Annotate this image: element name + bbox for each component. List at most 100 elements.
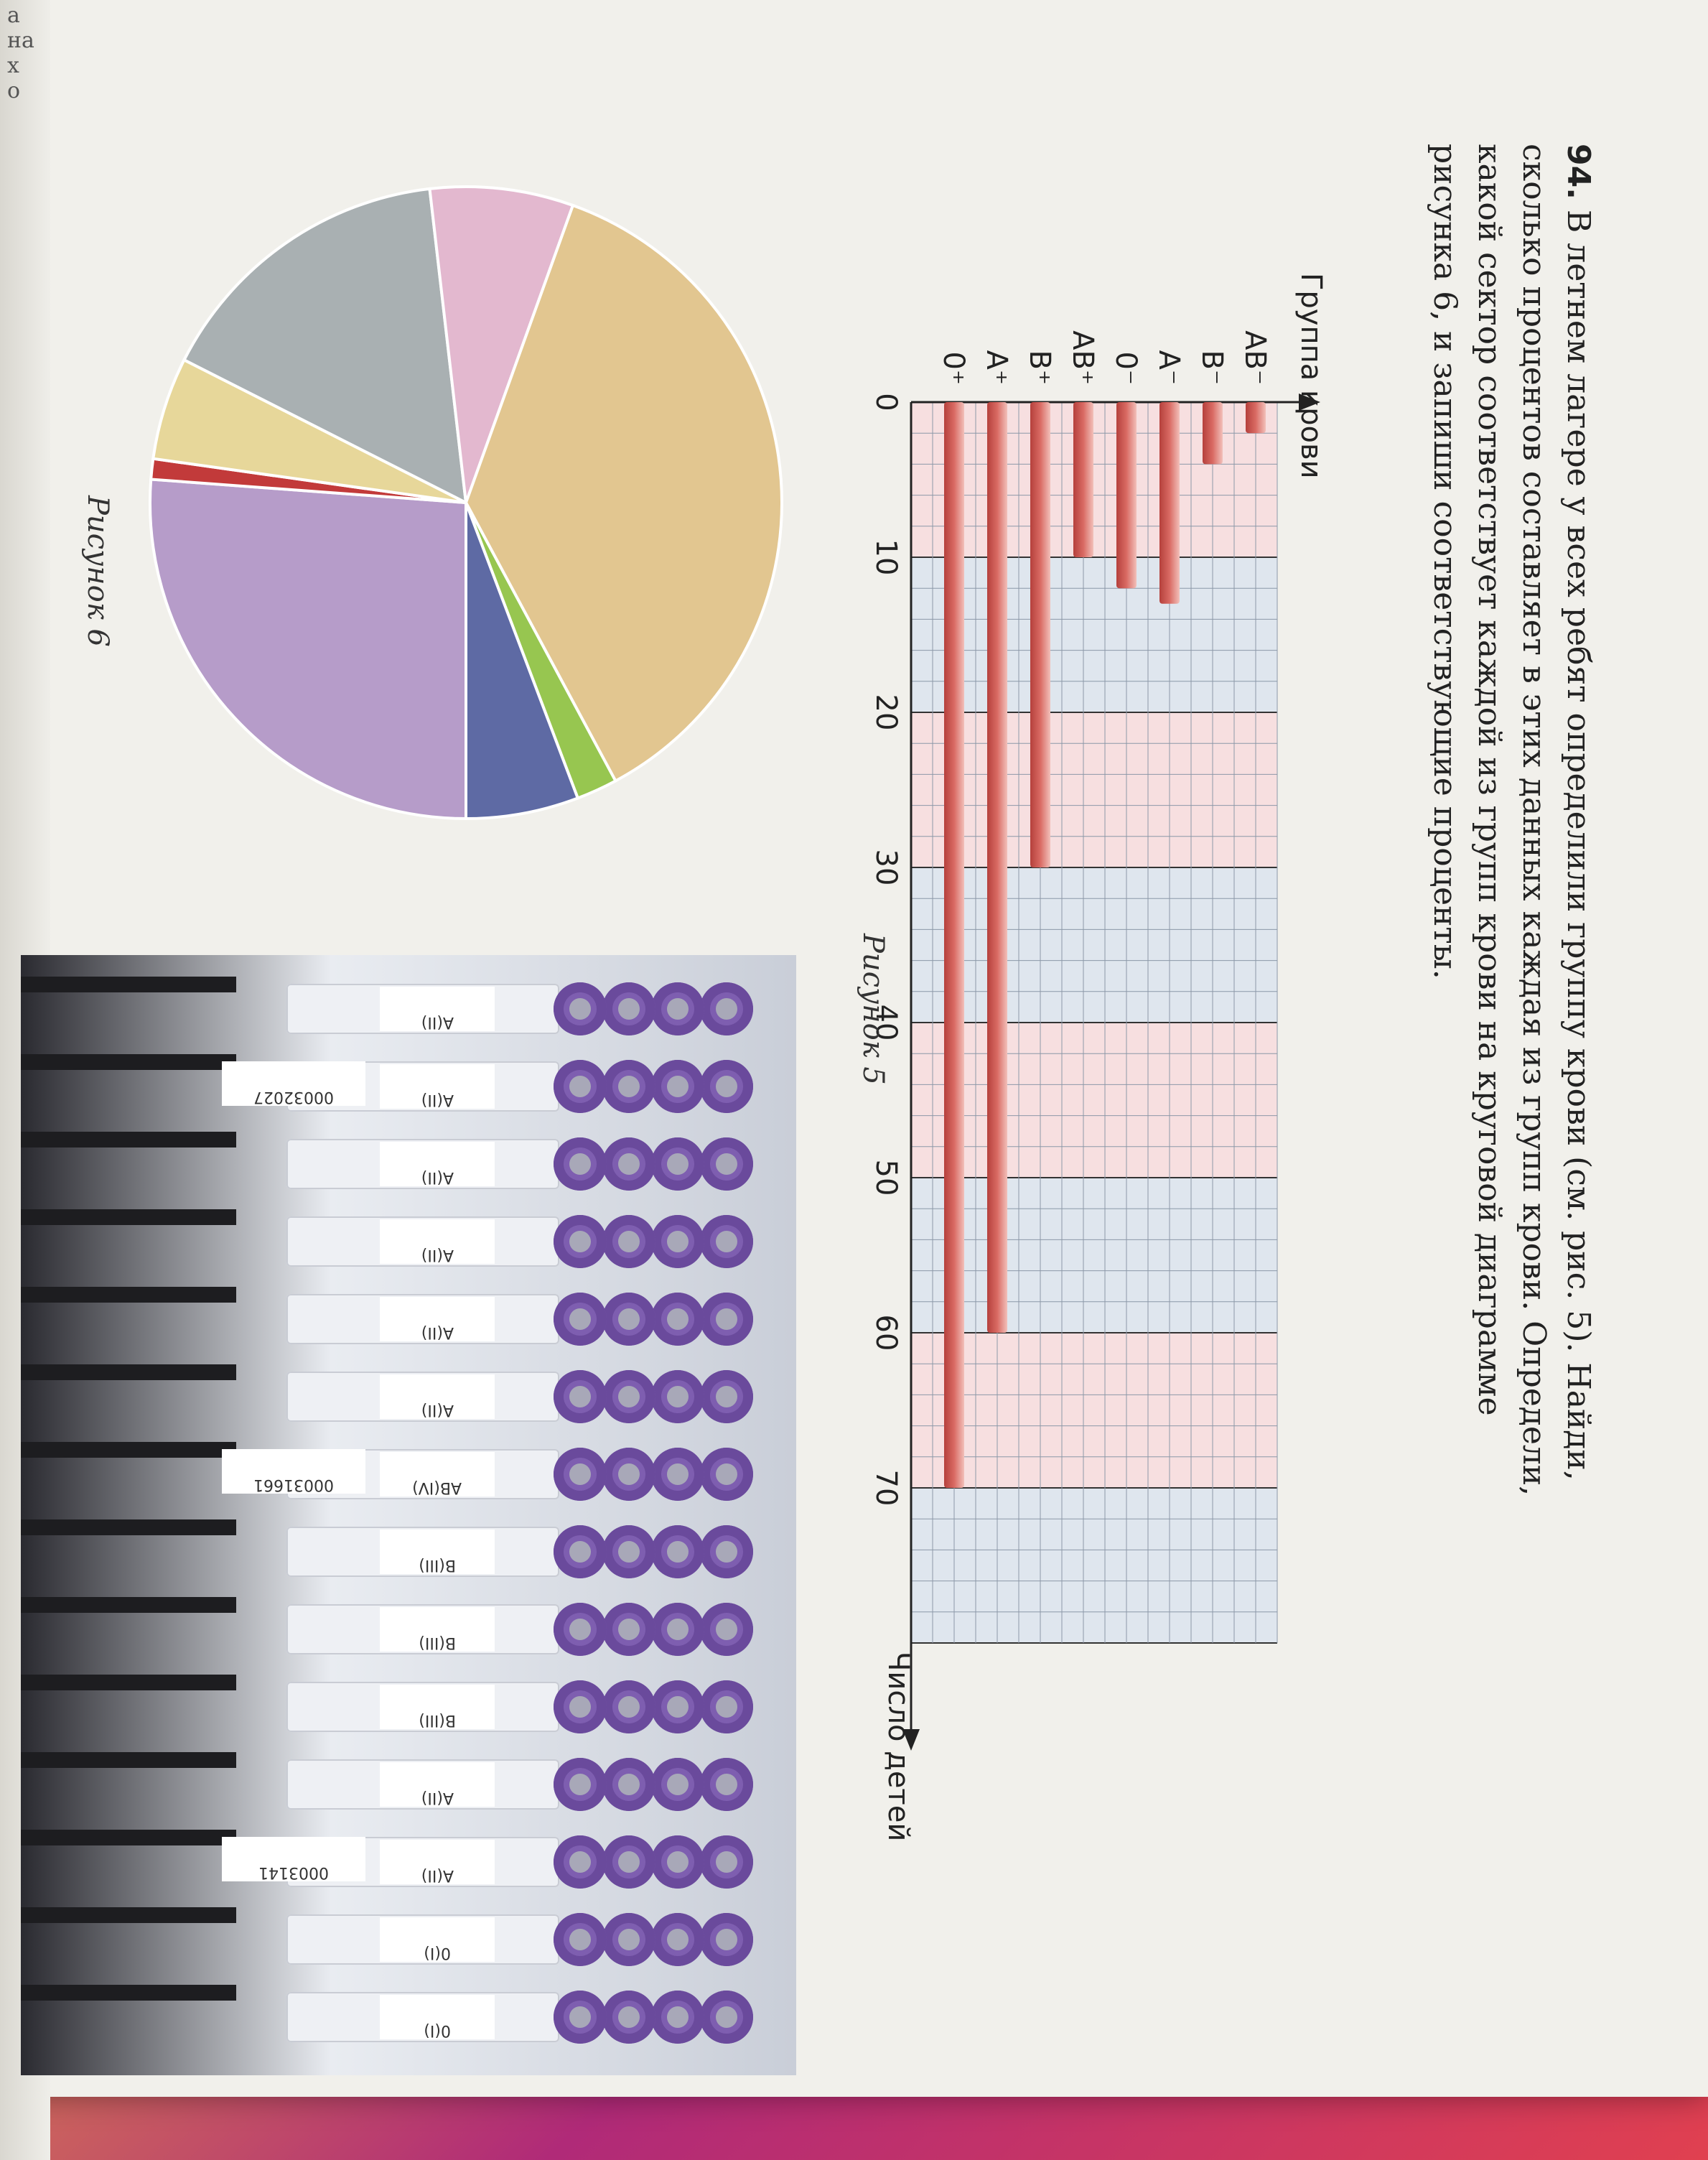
tube-label: B(III) [380, 1607, 495, 1652]
tube-cap-center [618, 1231, 640, 1252]
figure6-caption: Рисунок 6 [81, 495, 114, 647]
tube-cap-center [667, 1696, 689, 1718]
rack-divider [21, 1209, 236, 1225]
category-label: B⁻ [1195, 350, 1228, 385]
tube-cap [651, 1835, 704, 1889]
tube-cap-center [716, 1774, 737, 1795]
tube-barcode: 00032027 [222, 1061, 365, 1106]
tube-label: A(II) [380, 1762, 495, 1807]
tube-cap-center [618, 1308, 640, 1330]
tube-label: A(II) [380, 1219, 495, 1264]
tube-cap-center [569, 1541, 591, 1563]
x-tick-label: 60 [869, 1315, 902, 1351]
tube-cap-center [716, 1386, 737, 1407]
x-tick-label: 40 [869, 1005, 902, 1041]
tube-cap-center [667, 1463, 689, 1485]
tube-cap [651, 1137, 704, 1191]
tube-label: AB(IV) [380, 1452, 495, 1496]
tube-cap [602, 982, 655, 1035]
category-label: A⁻ [1152, 350, 1185, 385]
tube-cap-center [618, 2006, 640, 2028]
tube-cap [700, 1680, 753, 1733]
tube-cap-center [667, 2006, 689, 2028]
rack-divider [21, 1675, 236, 1690]
tube-label: A(II) [380, 1142, 495, 1186]
tube-cap [554, 1448, 607, 1501]
tube-cap [602, 1370, 655, 1423]
category-label: 0⁻ [1109, 351, 1142, 385]
tube-cap [651, 1758, 704, 1811]
tube-cap-center [667, 1619, 689, 1640]
bar [1203, 402, 1223, 465]
x-tick-label: 70 [869, 1470, 902, 1507]
tube-label: 0(I) [380, 1917, 495, 1962]
tube-cap [651, 1913, 704, 1966]
tube-label: A(II) [380, 1840, 495, 1884]
bar [1030, 402, 1050, 867]
tube-cap-center [667, 1774, 689, 1795]
rack-divider [21, 1442, 236, 1458]
tube-cap-center [716, 1153, 737, 1175]
tube-cap-center [667, 998, 689, 1020]
tube-cap-center [667, 1851, 689, 1873]
rack-divider [21, 1364, 236, 1380]
tube-cap [700, 1448, 753, 1501]
edge-text: а на х о [7, 3, 34, 103]
x-tick-label: 30 [869, 849, 902, 886]
tube-cap [700, 1913, 753, 1966]
pie-slice [182, 187, 468, 506]
x-tick-label: 0 [869, 393, 902, 411]
rack-divider [21, 1830, 236, 1845]
rack-divider [21, 1054, 236, 1070]
rack-divider [21, 1287, 236, 1303]
tube-cap-center [569, 2006, 591, 2028]
tube-cap-center [618, 1851, 640, 1873]
tube-cap [554, 1680, 607, 1733]
rack-divider [21, 1597, 236, 1613]
x-tick-label: 50 [869, 1160, 902, 1196]
tube-cap [700, 982, 753, 1035]
tube-label: A(II) [380, 1297, 495, 1341]
tube-cap-center [667, 1929, 689, 1950]
tube-cap [700, 1060, 753, 1113]
rack-divider [21, 1752, 236, 1768]
tube-cap [700, 1603, 753, 1656]
tube-cap-center [716, 1696, 737, 1718]
rack-divider [21, 1907, 236, 1923]
tube-cap [602, 1835, 655, 1889]
tube-cap [554, 1137, 607, 1191]
bar [1246, 402, 1266, 434]
tube-cap [651, 1448, 704, 1501]
tube-cap [602, 1680, 655, 1733]
tube-cap [602, 1137, 655, 1191]
tube-cap-center [716, 1541, 737, 1563]
tube-cap-center [569, 1619, 591, 1640]
tube-cap [700, 1370, 753, 1423]
tube-cap [554, 1215, 607, 1268]
tube-cap-center [618, 1696, 640, 1718]
blood-tubes-photo: A(II) A(II) A(II) A(II) A(II) A(II) AB(IV) B(II… [21, 955, 796, 2075]
tube-cap-center [569, 998, 591, 1020]
tube-label: A(II) [380, 1064, 495, 1109]
tube-cap [651, 1060, 704, 1113]
tube-barcode: 00031661 [222, 1449, 365, 1494]
category-label: A⁺ [980, 350, 1013, 385]
tube-cap-center [569, 1463, 591, 1485]
category-label: 0⁺ [937, 351, 970, 385]
tube-cap [554, 1913, 607, 1966]
tube-label: A(II) [380, 987, 495, 1031]
category-label: B⁺ [1023, 350, 1056, 385]
tube-cap [554, 1060, 607, 1113]
tube-cap-center [667, 1541, 689, 1563]
tube-cap [602, 1060, 655, 1113]
pie-slice [151, 358, 467, 504]
tube-cap [700, 1137, 753, 1191]
tube-cap-center [716, 1851, 737, 1873]
tube-cap-center [618, 1929, 640, 1950]
bar [987, 402, 1007, 1333]
tube-label: 0(I) [380, 1995, 495, 2039]
tube-cap [602, 1525, 655, 1578]
